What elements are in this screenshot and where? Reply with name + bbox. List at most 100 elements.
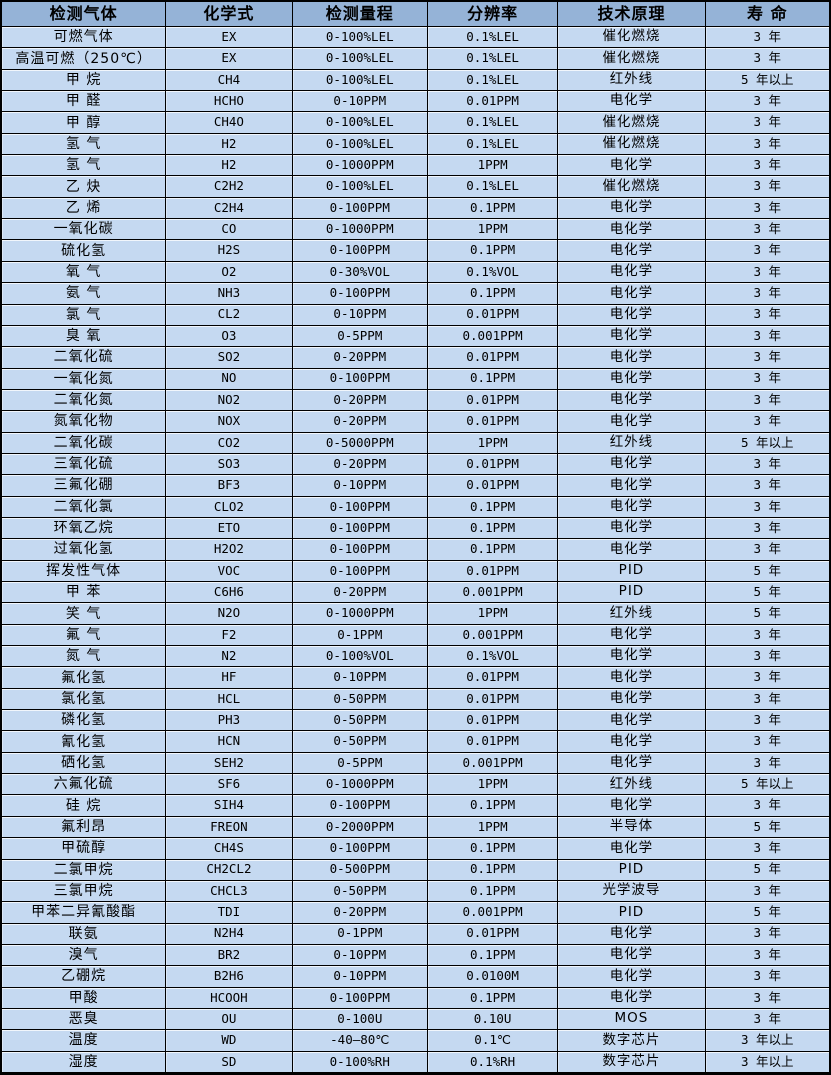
cell-detection-range: 0-100PPM xyxy=(292,496,428,518)
cell-tech-principle: 电化学 xyxy=(558,688,706,711)
cell-tech-principle: 电化学 xyxy=(558,325,706,348)
cell-detection-range: 0-100%LEL xyxy=(292,48,428,70)
cell-detection-range: 0-1000PPM xyxy=(292,155,428,177)
cell-gas-name: 氢 气 xyxy=(2,155,167,177)
cell-resolution: 0.1%LEL xyxy=(427,27,559,49)
cell-lifespan: 3 年 xyxy=(705,688,829,711)
cell-gas-name: 氨 气 xyxy=(2,283,167,305)
cell-detection-range: 0-50PPM xyxy=(292,731,428,753)
cell-chemical-formula: N2H4 xyxy=(166,923,293,945)
cell-detection-range: 0-100PPM xyxy=(292,560,428,583)
cell-chemical-formula: CL2 xyxy=(166,304,293,326)
cell-lifespan: 3 年 xyxy=(705,91,829,113)
cell-gas-name: 氰化氢 xyxy=(2,731,167,753)
cell-lifespan: 3 年 xyxy=(705,176,829,198)
cell-tech-principle: PID xyxy=(558,560,706,583)
cell-lifespan: 3 年 xyxy=(705,517,829,540)
column-header-resolution: 分辨率 xyxy=(427,2,559,27)
cell-resolution: 0.01PPM xyxy=(427,453,559,476)
cell-gas-name: 三氟化硼 xyxy=(2,475,167,497)
cell-chemical-formula: C2H4 xyxy=(166,197,293,220)
cell-detection-range: 0-10PPM xyxy=(292,944,428,967)
cell-gas-name: 溴气 xyxy=(2,944,167,967)
cell-gas-name: 甲 醇 xyxy=(2,112,167,134)
cell-resolution: 0.01PPM xyxy=(427,475,559,497)
cell-gas-name: 过氧化氢 xyxy=(2,539,167,561)
cell-detection-range: 0-20PPM xyxy=(292,453,428,476)
cell-chemical-formula: CH4O xyxy=(166,112,293,134)
cell-detection-range: 0-50PPM xyxy=(292,880,428,903)
cell-gas-name: 甲 烷 xyxy=(2,69,167,92)
cell-resolution: 0.1PPM xyxy=(427,838,559,860)
cell-detection-range: 0-100PPM xyxy=(292,795,428,817)
cell-resolution: 0.1%LEL xyxy=(427,48,559,70)
cell-detection-range: 0-100PPM xyxy=(292,197,428,220)
cell-detection-range: 0-5PPM xyxy=(292,752,428,775)
cell-resolution: 0.1PPM xyxy=(427,539,559,561)
cell-chemical-formula: WD xyxy=(166,1030,293,1052)
cell-detection-range: 0-100PPM xyxy=(292,838,428,860)
cell-resolution: 0.1℃ xyxy=(427,1030,559,1052)
cell-chemical-formula: SIH4 xyxy=(166,795,293,817)
cell-tech-principle: 电化学 xyxy=(558,667,706,689)
cell-chemical-formula: CH4 xyxy=(166,69,293,92)
cell-chemical-formula: H2 xyxy=(166,133,293,156)
cell-chemical-formula: H2 xyxy=(166,155,293,177)
cell-gas-name: 氧 气 xyxy=(2,261,167,284)
cell-lifespan: 3 年 xyxy=(705,795,829,817)
cell-detection-range: 0-1000PPM xyxy=(292,603,428,625)
cell-gas-name: 硫化氢 xyxy=(2,240,167,262)
cell-detection-range: 0-10PPM xyxy=(292,91,428,113)
cell-gas-name: 氮氧化物 xyxy=(2,411,167,433)
column-header-principle: 技术原理 xyxy=(558,2,706,27)
cell-resolution: 0.1PPM xyxy=(427,987,559,1009)
cell-detection-range: 0-10PPM xyxy=(292,475,428,497)
cell-gas-name: 氢 气 xyxy=(2,133,167,156)
cell-gas-name: 氯化氢 xyxy=(2,688,167,711)
cell-detection-range: 0-100%LEL xyxy=(292,69,428,92)
cell-resolution: 1PPM xyxy=(427,816,559,839)
cell-tech-principle: 催化燃烧 xyxy=(558,133,706,156)
cell-detection-range: 0-100PPM xyxy=(292,368,428,390)
cell-lifespan: 3 年 xyxy=(705,411,829,433)
cell-chemical-formula: NO2 xyxy=(166,389,293,412)
cell-tech-principle: 电化学 xyxy=(558,197,706,220)
cell-lifespan: 3 年 xyxy=(705,155,829,177)
cell-lifespan: 3 年 xyxy=(705,966,829,988)
column-header-range: 检测量程 xyxy=(292,2,428,27)
cell-lifespan: 3 年 xyxy=(705,27,829,49)
cell-resolution: 1PPM xyxy=(427,603,559,625)
cell-detection-range: 0-30%VOL xyxy=(292,261,428,284)
cell-detection-range: 0-100%LEL xyxy=(292,112,428,134)
cell-chemical-formula: CO2 xyxy=(166,432,293,454)
cell-gas-name: 氯 气 xyxy=(2,304,167,326)
cell-resolution: 0.1PPM xyxy=(427,283,559,305)
cell-chemical-formula: HCL xyxy=(166,688,293,711)
cell-gas-name: 磷化氢 xyxy=(2,710,167,732)
cell-lifespan: 3 年 xyxy=(705,240,829,262)
cell-resolution: 0.01PPM xyxy=(427,710,559,732)
cell-tech-principle: 电化学 xyxy=(558,304,706,326)
column-header-formula: 化学式 xyxy=(166,2,293,27)
cell-resolution: 0.01PPM xyxy=(427,731,559,753)
cell-tech-principle: 电化学 xyxy=(558,240,706,262)
cell-chemical-formula: C6H6 xyxy=(166,582,293,604)
cell-lifespan: 5 年 xyxy=(705,859,829,881)
cell-lifespan: 3 年以上 xyxy=(705,1030,829,1052)
cell-tech-principle: 电化学 xyxy=(558,347,706,369)
cell-chemical-formula: ETO xyxy=(166,517,293,540)
cell-lifespan: 3 年 xyxy=(705,219,829,241)
cell-chemical-formula: CO xyxy=(166,219,293,241)
cell-chemical-formula: N2 xyxy=(166,646,293,668)
cell-resolution: 1PPM xyxy=(427,774,559,796)
cell-resolution: 0.01PPM xyxy=(427,667,559,689)
cell-tech-principle: 红外线 xyxy=(558,69,706,92)
cell-chemical-formula: HCN xyxy=(166,731,293,753)
cell-chemical-formula: FREON xyxy=(166,816,293,839)
cell-detection-range: -40—80℃ xyxy=(292,1030,428,1052)
cell-resolution: 0.0100M xyxy=(427,966,559,988)
cell-lifespan: 3 年 xyxy=(705,496,829,518)
cell-tech-principle: 催化燃烧 xyxy=(558,48,706,70)
cell-resolution: 0.1%LEL xyxy=(427,112,559,134)
cell-detection-range: 0-100PPM xyxy=(292,283,428,305)
